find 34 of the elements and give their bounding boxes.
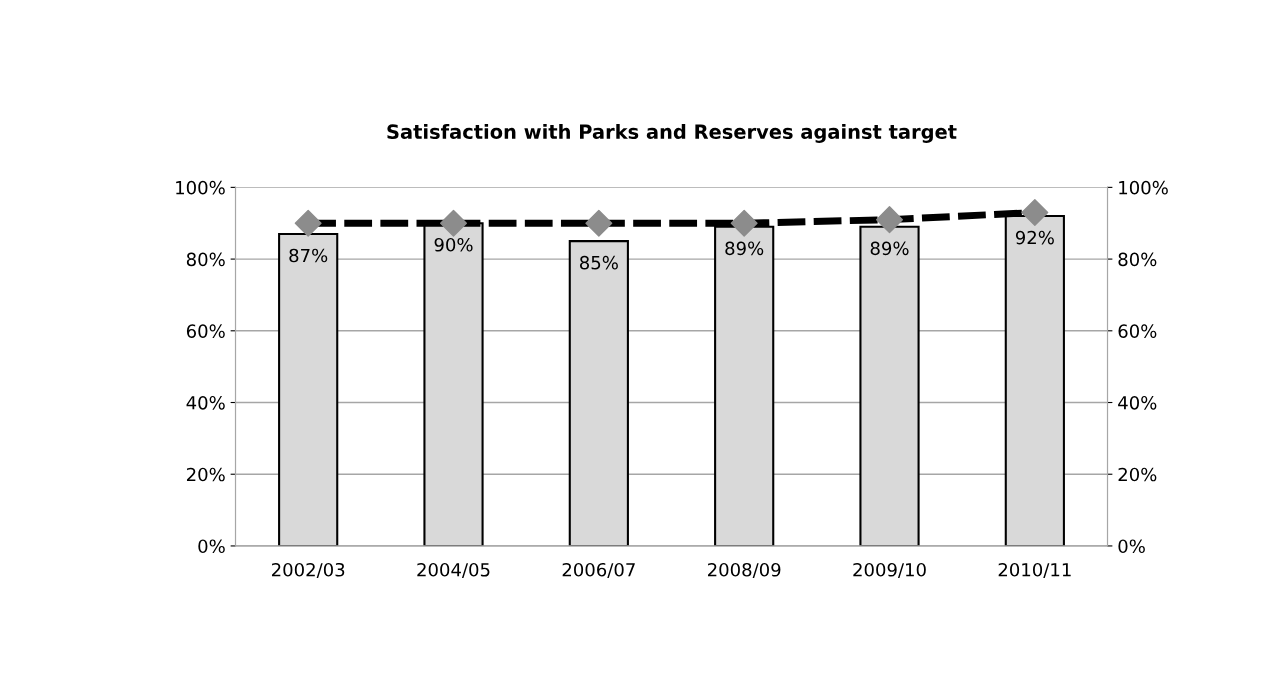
y2-tick-label: 40% (1118, 395, 1157, 410)
y-tick-label: 40% (186, 395, 225, 410)
bar (278, 232, 339, 546)
data-label: 85% (580, 255, 618, 270)
y2-tick-label: 80% (1118, 252, 1157, 267)
data-label: 90% (434, 237, 473, 252)
bar (859, 225, 920, 546)
point (294, 209, 322, 237)
x-tick-label: 2009/10 (853, 562, 926, 578)
point (1021, 198, 1049, 226)
point (730, 209, 758, 237)
x-tick-label: 2006/07 (562, 562, 635, 578)
y2-tick-label: 20% (1118, 467, 1157, 482)
data-label: 92% (1015, 230, 1054, 245)
data-label: 87% (289, 248, 328, 263)
x-tick-label: 2002/03 (271, 562, 345, 578)
x-tick-label: 2010/11 (998, 562, 1071, 578)
data-label: 89% (870, 241, 909, 256)
y2-tick-label: 100% (1119, 180, 1168, 195)
y2-tick-label: 60% (1118, 324, 1157, 338)
bar (568, 240, 629, 546)
y2-tick-label: 0% (1118, 539, 1145, 554)
y-tick-label: 20% (186, 467, 225, 482)
point (876, 206, 904, 234)
y-tick-label: 0% (198, 539, 225, 554)
chart-title: Satisfaction with Parks and Reserves against target (387, 123, 957, 143)
y-tick-label: 60% (186, 324, 225, 338)
x-tick-label: 2004/05 (417, 562, 490, 578)
y-tick-label: 80% (186, 252, 225, 267)
point (585, 209, 613, 237)
x-tick-label: 2008/09 (707, 562, 781, 578)
point (440, 209, 468, 237)
y-tick-label: 100% (176, 180, 225, 195)
data-label: 89% (725, 241, 764, 256)
